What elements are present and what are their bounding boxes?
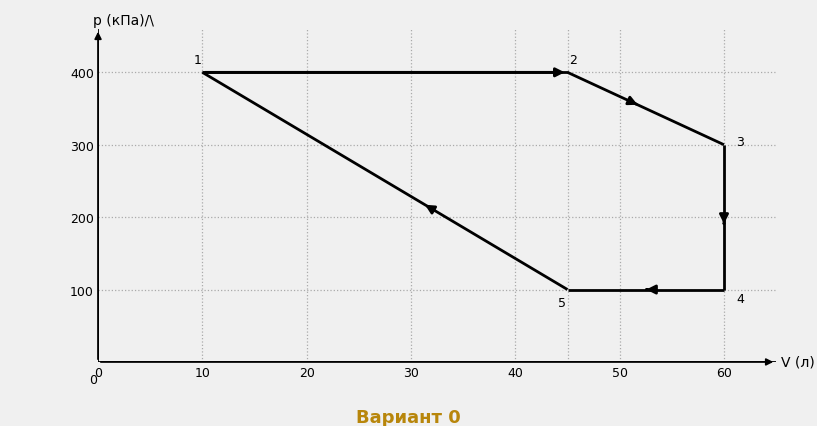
Text: 1: 1 [193,54,201,66]
Text: Вариант 0: Вариант 0 [356,408,461,426]
Text: 4: 4 [736,293,744,306]
Text: p (кПа)/\: p (кПа)/\ [93,14,154,29]
Text: 3: 3 [736,136,744,149]
Text: 5: 5 [558,296,566,309]
Text: 0: 0 [89,373,97,386]
Text: 2: 2 [569,54,577,66]
Text: V (л): V (л) [781,355,815,369]
